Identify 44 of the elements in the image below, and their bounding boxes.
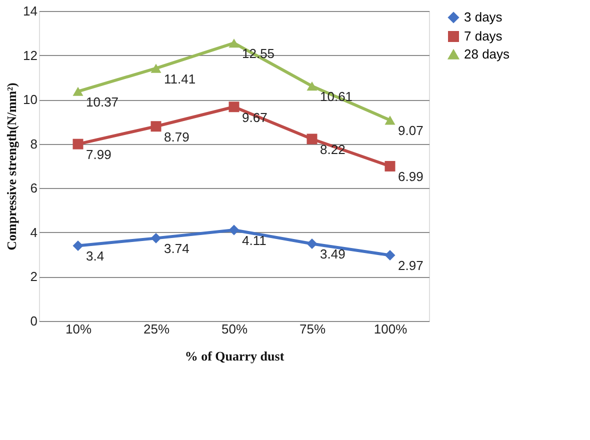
data-label: 2.97 xyxy=(398,258,424,274)
data-label: 8.79 xyxy=(164,129,190,144)
point xyxy=(228,38,240,48)
point xyxy=(384,160,396,172)
data-label: 3.74 xyxy=(164,241,190,256)
data-label: 6.99 xyxy=(398,169,424,184)
x-tick-label: 50% xyxy=(221,322,248,336)
y-tick-label: 2 xyxy=(30,269,38,284)
y-tick-label: 10 xyxy=(23,92,38,108)
point xyxy=(306,134,318,144)
data-label: 9.07 xyxy=(398,123,424,138)
data-label: 4.11 xyxy=(242,232,266,248)
data-label: 3.4 xyxy=(86,248,104,264)
point xyxy=(306,82,318,91)
x-tick-label: 100% xyxy=(374,322,408,336)
y-axis-title: Compressive strength(N/mm²) xyxy=(4,82,20,250)
point xyxy=(72,240,84,251)
point xyxy=(150,64,162,73)
legend-label: 3 days xyxy=(464,10,503,24)
y-tick-label: 12 xyxy=(23,48,38,63)
y-tick-label: 0 xyxy=(30,314,38,328)
point xyxy=(72,86,84,96)
legend-label: 28 days xyxy=(464,46,510,62)
point xyxy=(150,121,162,132)
data-label: 10.37 xyxy=(86,94,119,110)
data-label: 7.99 xyxy=(86,147,112,162)
x-tick-label: 10% xyxy=(65,322,92,336)
y-tick-label: 4 xyxy=(30,224,38,240)
point xyxy=(228,102,240,112)
y-tick-label: 8 xyxy=(30,136,38,152)
y-tick-label: 6 xyxy=(30,180,38,196)
point xyxy=(384,116,396,125)
x-tick-label: 75% xyxy=(299,322,326,336)
point xyxy=(150,232,162,244)
y-tick-label: 14 xyxy=(23,4,38,18)
x-tick-label: 25% xyxy=(143,322,170,336)
point xyxy=(228,224,240,236)
data-label: 11.41 xyxy=(164,71,196,86)
point xyxy=(72,138,84,150)
point xyxy=(306,238,318,249)
data-label: 3.49 xyxy=(320,246,346,262)
point xyxy=(384,250,396,260)
x-axis-title: % of Quarry dust xyxy=(184,348,285,364)
legend-label: 7 days xyxy=(464,28,503,44)
